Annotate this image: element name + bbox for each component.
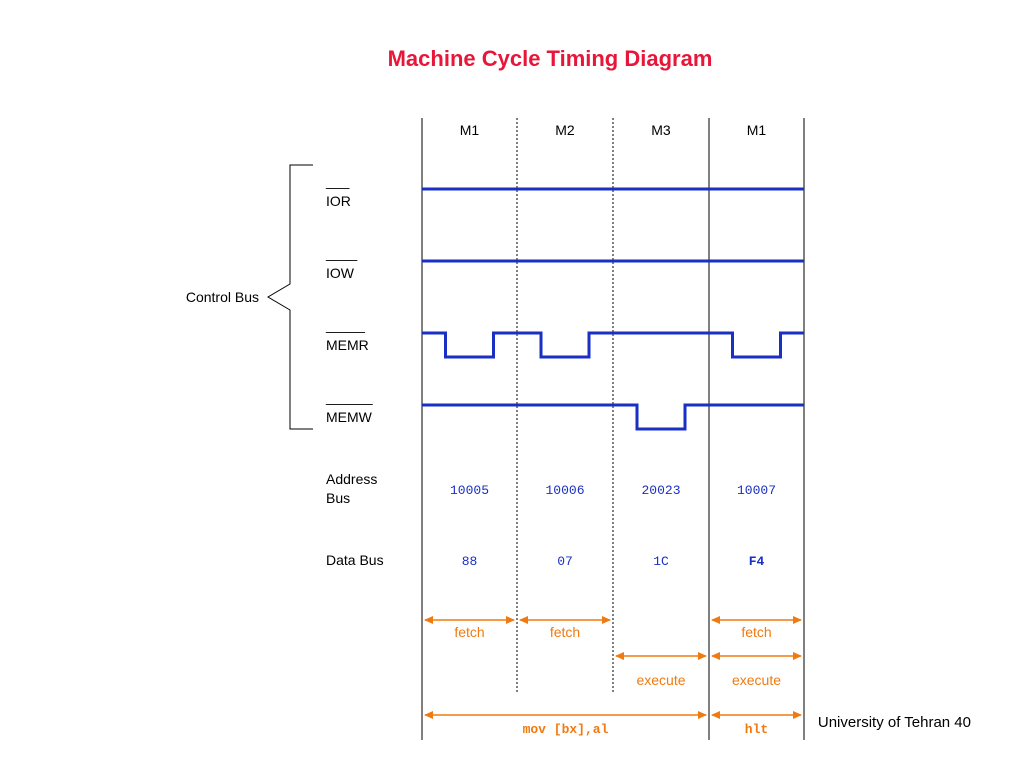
execute-arrow	[711, 652, 802, 660]
control-signals: ___ IOR ____ IOW _____ MEMR ______ MEMW	[325, 173, 804, 431]
address-value: 10007	[737, 483, 776, 498]
signal-overbar: ____	[325, 245, 357, 261]
signal-name: IOW	[326, 265, 355, 281]
arrow-head-left	[424, 711, 433, 719]
instruction-label: mov [bx],al	[523, 722, 609, 737]
signal-name: MEMR	[326, 337, 369, 353]
arrow-head-right	[506, 616, 515, 624]
arrow-head-left	[711, 711, 720, 719]
fetch-label: fetch	[550, 624, 580, 640]
signal-waveform	[422, 331, 804, 359]
fetch-label: fetch	[741, 624, 771, 640]
control-bus-label: Control Bus	[186, 289, 259, 305]
instruction-arrows: mov [bx],al hlt	[424, 711, 802, 737]
cycle-header: M2	[555, 122, 575, 138]
cycle-header: M1	[747, 122, 767, 138]
arrow-head-right	[793, 652, 802, 660]
signal-overbar: _____	[325, 317, 365, 333]
fetch-arrow	[711, 616, 802, 624]
instruction-label: hlt	[745, 722, 768, 737]
arrow-head-left	[711, 652, 720, 660]
data-value: 07	[557, 554, 573, 569]
signal-waveform	[422, 403, 804, 431]
address-value: 20023	[641, 483, 680, 498]
control-bus-brace	[267, 164, 313, 430]
diagram-title: Machine Cycle Timing Diagram	[388, 46, 713, 71]
arrow-head-right	[698, 711, 707, 719]
data-value: F4	[749, 554, 765, 569]
arrow-head-left	[519, 616, 528, 624]
signal-name: MEMW	[326, 409, 373, 425]
signal-name: IOR	[326, 193, 351, 209]
fetch-arrow	[424, 616, 515, 624]
address-value: 10005	[450, 483, 489, 498]
address-bus-label-line1: Address	[326, 471, 377, 487]
address-bus-label-line2: Bus	[326, 490, 350, 506]
data-value: 1C	[653, 554, 669, 569]
execute-label: execute	[636, 672, 685, 688]
execute-label: execute	[732, 672, 781, 688]
phase-arrows: fetch fetch fetch execute execute	[424, 616, 802, 688]
arrow-head-right	[793, 711, 802, 719]
arrow-head-right	[793, 616, 802, 624]
arrow-head-left	[711, 616, 720, 624]
signal-overbar: ______	[325, 389, 373, 405]
instruction-arrow	[711, 711, 802, 719]
address-bus-row: Address Bus 10005 10006 20023 10007	[326, 471, 776, 506]
cycle-grid	[421, 118, 805, 740]
arrow-head-left	[424, 616, 433, 624]
address-value: 10006	[545, 483, 584, 498]
signal-overbar: ___	[325, 173, 350, 189]
execute-arrow	[615, 652, 707, 660]
data-value: 88	[462, 554, 478, 569]
fetch-arrow	[519, 616, 611, 624]
control-bus-group: Control Bus	[186, 164, 313, 430]
fetch-label: fetch	[454, 624, 484, 640]
instruction-arrow	[424, 711, 707, 719]
arrow-head-right	[698, 652, 707, 660]
cycle-header: M1	[460, 122, 480, 138]
arrow-head-left	[615, 652, 624, 660]
arrow-head-right	[602, 616, 611, 624]
data-bus-label: Data Bus	[326, 552, 384, 568]
footer-text: University of Tehran 40	[818, 714, 971, 731]
cycle-headers: M1 M2 M3 M1	[460, 122, 767, 138]
cycle-header: M3	[651, 122, 671, 138]
data-bus-row: Data Bus 88 07 1C F4	[326, 552, 764, 569]
